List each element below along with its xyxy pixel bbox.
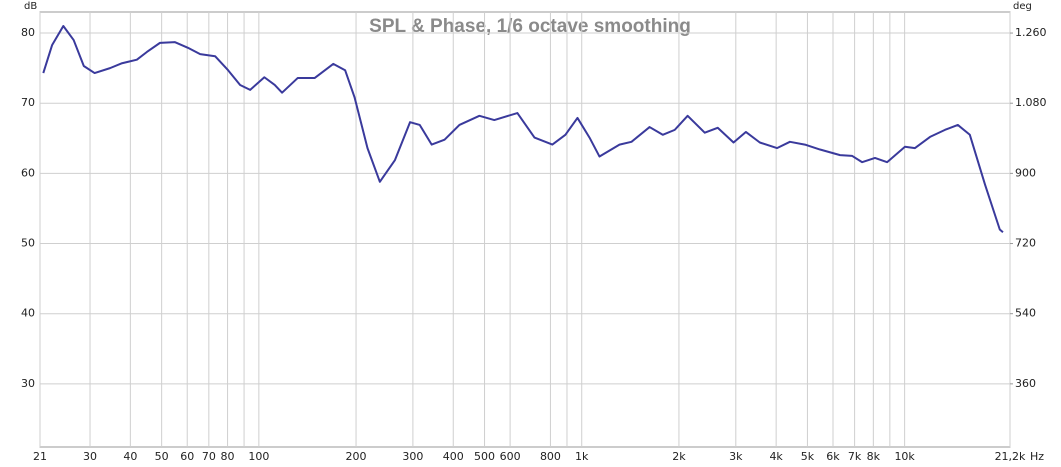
y-tick-label: 50 — [21, 237, 35, 250]
x-tick-label: 2k — [672, 450, 686, 463]
x-tick-label: 3k — [729, 450, 743, 463]
y-tick-label: 70 — [21, 96, 35, 109]
y-tick-label: 60 — [21, 166, 35, 179]
x-tick-label: 60 — [180, 450, 194, 463]
x-tick-label: 8k — [867, 450, 881, 463]
x-tick-label: 4k — [769, 450, 783, 463]
y-tick-label: 80 — [21, 26, 35, 39]
x-tick-label: 10k — [894, 450, 915, 463]
x-tick-label: 800 — [540, 450, 561, 463]
x-tick-label: 50 — [155, 450, 169, 463]
y-tick-label: 40 — [21, 307, 35, 320]
x-tick-label: 30 — [83, 450, 97, 463]
x-tick-label: 70 — [202, 450, 216, 463]
x-tick-label: 500 — [474, 450, 495, 463]
plot-area — [39, 11, 1011, 448]
y2-tick-label: 360 — [1015, 377, 1036, 390]
x-tick-label: 400 — [443, 450, 464, 463]
x-axis-label: Hz — [1030, 450, 1044, 463]
y2-tick-label: 1.260 — [1015, 26, 1047, 39]
x-tick-label: 200 — [346, 450, 367, 463]
x-tick-label: 7k — [848, 450, 862, 463]
x-tick-label: 300 — [402, 450, 423, 463]
spl-line — [42, 25, 1004, 234]
y-axis-label: dB — [24, 1, 37, 12]
x-tick-label: 1k — [575, 450, 589, 463]
x-tick-label: 80 — [221, 450, 235, 463]
x-tick-label: 600 — [500, 450, 521, 463]
x-tick-label: 5k — [801, 450, 815, 463]
x-tick-label: 40 — [123, 450, 137, 463]
y2-tick-label: 540 — [1015, 307, 1036, 320]
y2-tick-label: 720 — [1015, 237, 1036, 250]
y-tick-label: 30 — [21, 377, 35, 390]
y2-axis-label: deg — [1013, 1, 1032, 12]
x-tick-label: 100 — [248, 450, 269, 463]
x-tick-label: 21,2k — [995, 450, 1026, 463]
y2-tick-label: 1.080 — [1015, 96, 1047, 109]
chart-title: SPL & Phase, 1/6 octave smoothing — [369, 16, 691, 37]
x-tick-label: 6k — [826, 450, 840, 463]
x-tick-label: 21 — [33, 450, 47, 463]
y2-tick-label: 900 — [1015, 166, 1036, 179]
